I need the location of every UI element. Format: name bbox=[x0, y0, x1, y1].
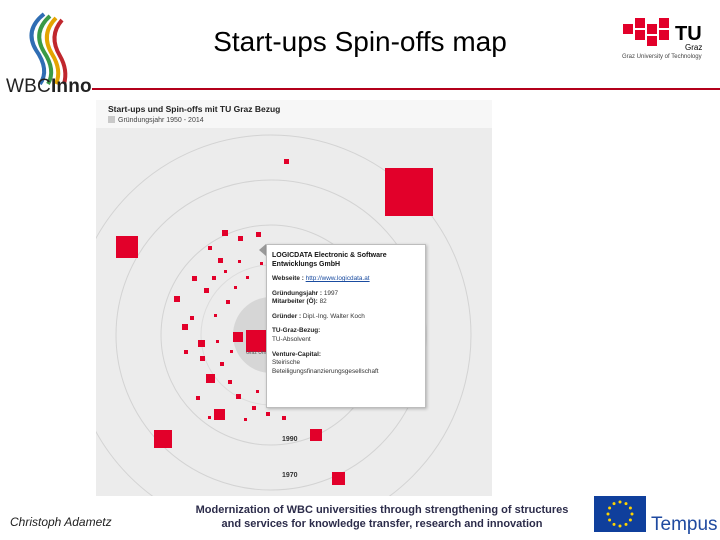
startup-marker bbox=[222, 230, 228, 236]
header-rule bbox=[92, 88, 720, 90]
popup-vc-line2: Beteiligungsfinanzierungsgesellschaft bbox=[272, 367, 379, 375]
startup-marker bbox=[198, 340, 205, 347]
popup-vc-label: Venture-Capital: bbox=[272, 350, 322, 358]
startup-marker bbox=[174, 296, 180, 302]
tu-logo-main: TU bbox=[675, 23, 702, 45]
startup-markers bbox=[116, 159, 433, 485]
tu-graz-logo-icon: TU Graz bbox=[623, 18, 702, 52]
tu-logo-sub: Graz bbox=[685, 43, 702, 52]
startup-marker bbox=[116, 236, 138, 258]
year-ring bbox=[115, 179, 427, 491]
startup-marker bbox=[182, 324, 188, 330]
startup-marker bbox=[282, 416, 286, 420]
startup-marker bbox=[228, 380, 232, 384]
startup-marker bbox=[332, 472, 345, 485]
popup-website-link[interactable]: http://www.logicdata.at bbox=[305, 275, 370, 282]
startup-marker bbox=[230, 350, 233, 353]
startup-marker bbox=[385, 168, 433, 216]
tempus-logo: Tempus bbox=[651, 514, 718, 535]
map-subtitle: Gründungsjahr 1950 - 2014 bbox=[108, 116, 204, 124]
center-label: Graz Uni bbox=[246, 350, 266, 356]
startup-marker bbox=[208, 416, 211, 419]
year-label: 1990 bbox=[282, 436, 298, 443]
year-label: 1970 bbox=[282, 472, 298, 479]
startup-marker bbox=[284, 159, 289, 164]
startup-marker bbox=[214, 409, 225, 420]
popup-employees-row: Mitarbeiter (Ö): 82 bbox=[272, 298, 327, 306]
startup-marker bbox=[236, 394, 241, 399]
wbc-inno-logo: WBCInno bbox=[6, 76, 92, 97]
startup-marker bbox=[206, 374, 215, 383]
startup-marker bbox=[196, 396, 200, 400]
author-name: Christoph Adametz bbox=[10, 515, 112, 529]
startup-marker bbox=[184, 350, 188, 354]
popup-tu-relation: TU-Absolvent bbox=[272, 335, 311, 343]
footer-line-2: and services for knowledge transfer, res… bbox=[221, 518, 543, 530]
popup-founder-row: Gründer : Dipl.-Ing. Walter Koch bbox=[272, 312, 365, 320]
tu-graz-tagline: Graz University of Technology bbox=[622, 54, 702, 60]
startup-marker bbox=[238, 236, 243, 241]
startup-marker bbox=[224, 270, 227, 273]
startup-marker bbox=[244, 418, 247, 421]
wbc-inno-logo-icon bbox=[29, 12, 68, 86]
map-subtitle-text: Gründungsjahr 1950 - 2014 bbox=[118, 117, 204, 124]
startup-marker bbox=[200, 356, 205, 361]
startup-marker bbox=[216, 340, 219, 343]
startup-marker bbox=[252, 406, 256, 410]
startup-marker bbox=[190, 316, 194, 320]
startup-marker bbox=[212, 276, 216, 280]
popup-tu-relation-label: TU-Graz-Bezug: bbox=[272, 327, 321, 335]
map-header: Start-ups und Spin-offs mit TU Graz Bezu… bbox=[96, 100, 492, 128]
startup-marker bbox=[256, 232, 261, 237]
startup-marker bbox=[256, 390, 259, 393]
footer-line-1: Modernization of WBC universities throug… bbox=[195, 504, 569, 516]
startup-marker bbox=[266, 412, 270, 416]
startup-marker bbox=[234, 286, 237, 289]
popup-vc-line1: Steirische bbox=[272, 359, 301, 367]
startup-marker bbox=[214, 314, 217, 317]
startup-marker bbox=[218, 258, 223, 263]
startup-marker bbox=[154, 430, 172, 448]
popup-company-name: LOGICDATA Electronic & Software Entwickl… bbox=[272, 252, 387, 268]
popup-founded-row: Gründungsjahr : 1997 bbox=[272, 289, 339, 297]
slide-title: Start-ups Spin-offs map bbox=[213, 26, 507, 57]
startup-marker bbox=[238, 260, 241, 263]
legend-swatch bbox=[108, 116, 115, 123]
map-title: Start-ups und Spin-offs mit TU Graz Bezu… bbox=[108, 104, 281, 114]
popup-pointer bbox=[259, 244, 266, 256]
startup-marker bbox=[246, 330, 268, 352]
startup-marker bbox=[208, 246, 212, 250]
startup-marker bbox=[204, 288, 209, 293]
startup-marker bbox=[233, 332, 243, 342]
startup-marker bbox=[310, 429, 322, 441]
footer-text: Modernization of WBC universities throug… bbox=[172, 503, 592, 531]
startup-marker bbox=[226, 300, 230, 304]
startup-marker bbox=[260, 262, 263, 265]
startup-marker bbox=[220, 362, 224, 366]
eu-flag-icon bbox=[594, 496, 646, 532]
year-ring bbox=[96, 134, 472, 496]
popup-website-row: Webseite : http://www.logicdata.at bbox=[272, 275, 370, 282]
startup-marker bbox=[246, 276, 249, 279]
startup-marker bbox=[192, 276, 197, 281]
company-info-popup[interactable]: LOGICDATA Electronic & Software Entwickl… bbox=[266, 244, 426, 408]
